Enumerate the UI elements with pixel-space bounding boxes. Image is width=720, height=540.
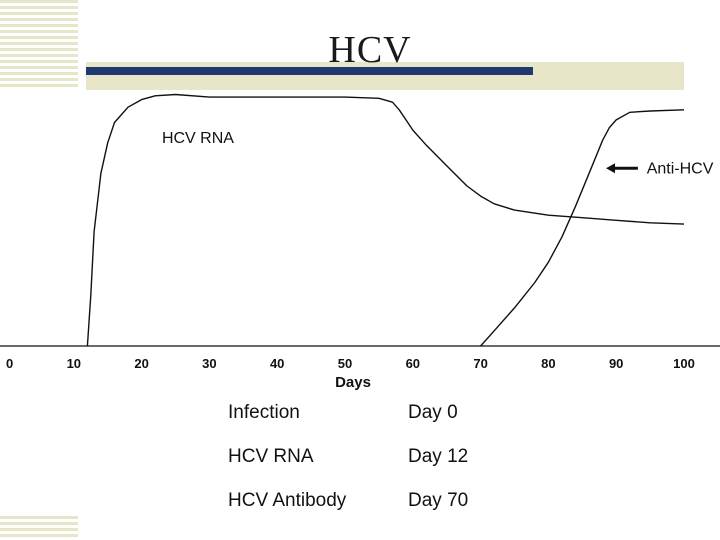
x-axis-title: Days — [335, 374, 371, 391]
series-line-hcv-rna — [86, 93, 685, 347]
event-table: Infection Day 0 HCV RNA Day 12 HCV Antib… — [228, 402, 528, 534]
x-tick-label: 50 — [338, 356, 352, 371]
x-tick-label: 60 — [406, 356, 420, 371]
title-underline-bar — [86, 67, 533, 75]
slide-title: HCV — [328, 29, 412, 71]
x-tick-label: 30 — [202, 356, 216, 371]
event-row: HCV Antibody Day 70 — [228, 490, 528, 534]
title-band — [86, 62, 684, 90]
event-label: Infection — [228, 402, 300, 423]
x-tick-label: 80 — [541, 356, 555, 371]
event-label: HCV Antibody — [228, 490, 347, 511]
event-row: HCV RNA Day 12 — [228, 446, 528, 490]
annotation-hcv-rna: HCV RNA — [162, 130, 234, 147]
series-layer — [86, 93, 685, 347]
x-tick-label: 0 — [6, 356, 13, 371]
arrow-left-icon — [606, 163, 638, 174]
decorative-stripes-top — [0, 0, 78, 88]
x-tick-label: 70 — [473, 356, 487, 371]
x-tick-label: 10 — [67, 356, 81, 371]
event-label: HCV RNA — [228, 446, 314, 467]
x-tick-label: 40 — [270, 356, 284, 371]
event-row: Infection Day 0 — [228, 402, 528, 446]
x-tick-label: 20 — [134, 356, 148, 371]
decorative-stripes-bottom — [0, 516, 78, 540]
annotation-anti-hcv: Anti-HCV — [647, 160, 714, 177]
event-day: Day 70 — [408, 490, 469, 511]
x-tick-label: 90 — [609, 356, 623, 371]
hcv-timeline-chart: 0 10 20 30 40 50 60 70 80 90 100 Days HCV RNA Anti… — [0, 93, 720, 391]
series-line-anti-hcv — [480, 109, 685, 347]
x-tick-label: 100 — [673, 356, 695, 371]
event-day: Day 12 — [408, 446, 469, 467]
event-day: Day 0 — [408, 402, 458, 423]
x-tick-labels: 0 10 20 30 40 50 60 70 80 90 100 — [6, 356, 695, 371]
